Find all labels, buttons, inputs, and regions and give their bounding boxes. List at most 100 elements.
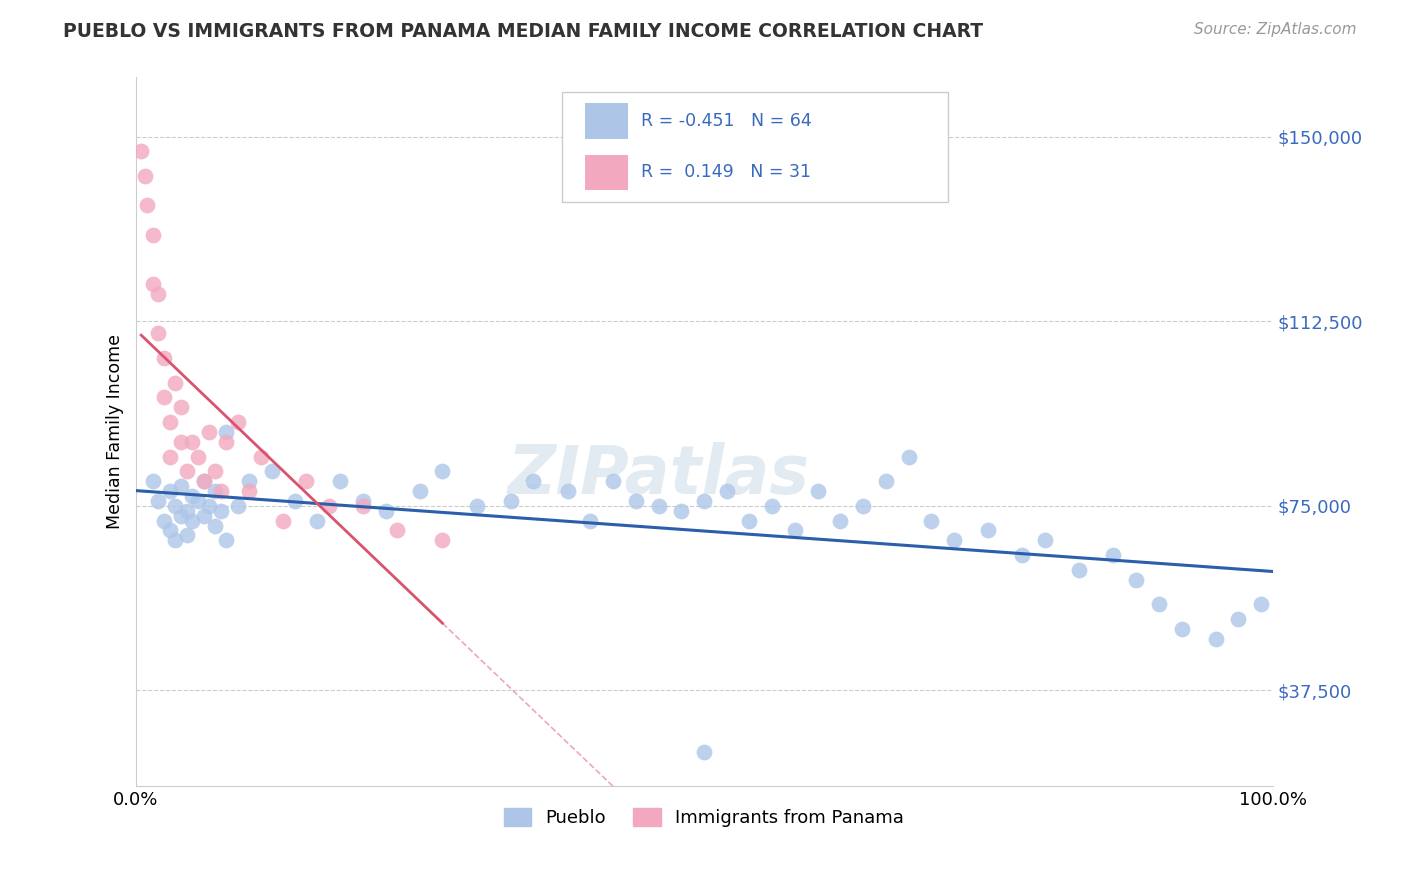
Point [238, 484, 260, 499]
Point [671, 504, 693, 518]
Bar [585, 103, 628, 138]
Point [807, 484, 830, 499]
Point [409, 484, 432, 499]
Point [557, 484, 579, 499]
Point [148, 326, 170, 341]
Point [875, 474, 897, 488]
Point [385, 524, 408, 538]
Point [1170, 622, 1192, 636]
Point [204, 484, 226, 499]
Point [193, 508, 215, 523]
Point [170, 508, 193, 523]
Point [499, 494, 522, 508]
Point [249, 450, 271, 464]
Point [716, 484, 738, 499]
Point [181, 434, 204, 449]
Point [148, 494, 170, 508]
Point [920, 514, 942, 528]
Point [693, 494, 716, 508]
Point [226, 499, 249, 513]
Point [170, 401, 193, 415]
Point [187, 450, 209, 464]
Point [1227, 612, 1250, 626]
Point [148, 287, 170, 301]
Point [159, 415, 181, 429]
Point [165, 376, 187, 390]
Point [1147, 597, 1170, 611]
Point [142, 277, 165, 292]
Point [159, 450, 181, 464]
Point [465, 499, 488, 513]
Point [159, 484, 181, 499]
Point [153, 514, 176, 528]
Y-axis label: Median Family Income: Median Family Income [107, 334, 124, 530]
Point [176, 528, 198, 542]
Text: Source: ZipAtlas.com: Source: ZipAtlas.com [1194, 22, 1357, 37]
Point [522, 474, 544, 488]
Point [181, 489, 204, 503]
Point [170, 434, 193, 449]
Point [1069, 563, 1091, 577]
Point [165, 499, 187, 513]
Point [198, 499, 221, 513]
Point [284, 494, 307, 508]
Point [1125, 573, 1147, 587]
Point [624, 494, 647, 508]
Point [170, 479, 193, 493]
Point [897, 450, 920, 464]
Point [830, 514, 852, 528]
Point [204, 464, 226, 478]
Point [307, 514, 329, 528]
Point [215, 533, 238, 548]
Text: R =  0.149   N = 31: R = 0.149 N = 31 [641, 163, 811, 181]
Point [142, 227, 165, 242]
Point [273, 514, 295, 528]
Point [204, 518, 226, 533]
Point [193, 474, 215, 488]
Point [226, 415, 249, 429]
Point [783, 524, 806, 538]
Point [602, 474, 624, 488]
Point [165, 533, 187, 548]
Point [852, 499, 875, 513]
Point [1102, 548, 1125, 562]
Point [209, 504, 232, 518]
Point [693, 745, 716, 759]
Point [187, 494, 209, 508]
Point [432, 464, 454, 478]
Point [129, 145, 152, 159]
Text: R = -0.451   N = 64: R = -0.451 N = 64 [641, 112, 813, 130]
Legend: Pueblo, Immigrants from Panama: Pueblo, Immigrants from Panama [496, 800, 911, 834]
Bar [585, 154, 628, 190]
Point [352, 499, 374, 513]
Point [193, 474, 215, 488]
Point [176, 504, 198, 518]
Point [329, 474, 352, 488]
Text: ZIPatlas: ZIPatlas [508, 442, 810, 508]
Point [260, 464, 283, 478]
Point [215, 434, 238, 449]
Point [295, 474, 318, 488]
Point [579, 514, 602, 528]
Point [153, 351, 176, 365]
Point [977, 524, 1000, 538]
Point [209, 484, 232, 499]
Point [647, 499, 669, 513]
Point [1205, 632, 1227, 646]
Point [238, 474, 260, 488]
Point [761, 499, 783, 513]
Point [738, 514, 761, 528]
Point [1033, 533, 1056, 548]
Point [352, 494, 374, 508]
Point [153, 391, 176, 405]
Point [198, 425, 221, 439]
Point [134, 169, 156, 183]
Point [318, 499, 340, 513]
Point [215, 425, 238, 439]
Point [943, 533, 966, 548]
Text: PUEBLO VS IMMIGRANTS FROM PANAMA MEDIAN FAMILY INCOME CORRELATION CHART: PUEBLO VS IMMIGRANTS FROM PANAMA MEDIAN … [63, 22, 983, 41]
Point [1011, 548, 1033, 562]
Point [159, 524, 181, 538]
FancyBboxPatch shape [562, 92, 949, 202]
Point [176, 464, 198, 478]
